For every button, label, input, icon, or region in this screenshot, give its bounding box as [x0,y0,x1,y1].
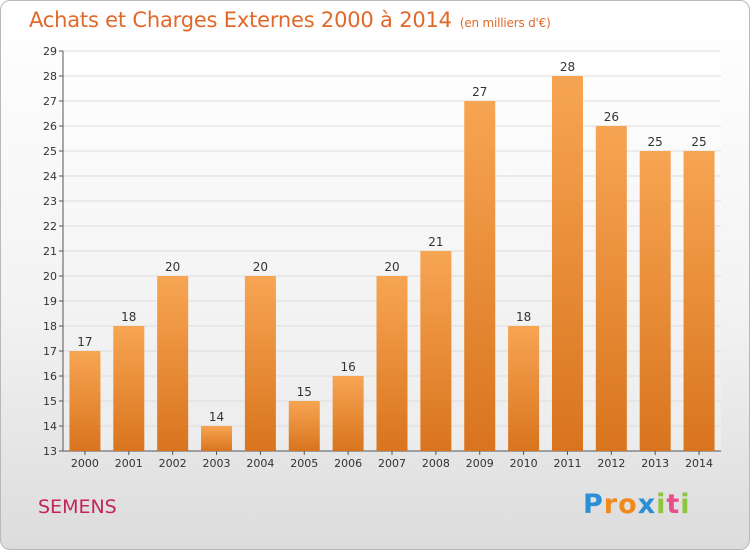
y-tick-label: 22 [43,220,57,233]
x-tick-label: 2012 [597,457,625,470]
data-label: 21 [428,235,443,249]
bar [244,276,276,451]
x-tick-label: 2006 [334,457,362,470]
bar [113,326,145,451]
logo-letter: r [603,489,619,520]
y-tick-label: 26 [43,120,57,133]
data-label: 25 [691,135,706,149]
y-tick-label: 20 [43,270,57,283]
data-label: 28 [560,60,575,74]
logo-letter: o [618,489,638,520]
y-tick-label: 15 [43,395,57,408]
bar [288,401,320,451]
x-tick-label: 2003 [203,457,231,470]
chart-title: Achats et Charges Externes 2000 à 2014 (e… [29,8,551,32]
bar [551,76,583,451]
bar [332,376,364,451]
y-tick-label: 19 [43,295,57,308]
data-label: 20 [253,260,268,274]
data-label: 20 [165,260,180,274]
x-tick-label: 2009 [466,457,494,470]
bar [69,351,101,451]
data-label: 16 [340,360,355,374]
chart-title-text: Achats et Charges Externes 2000 à 2014 [29,8,452,32]
x-tick-label: 2004 [246,457,274,470]
bar [201,426,233,451]
x-tick-label: 2007 [378,457,406,470]
logo-letter: i [656,489,667,520]
y-tick-label: 28 [43,70,57,83]
place-name: SEMENS [38,496,117,518]
data-label: 15 [297,385,312,399]
x-tick-label: 2011 [553,457,581,470]
logo-letter: P [583,489,604,520]
y-tick-label: 18 [43,320,57,333]
y-tick-label: 13 [43,445,57,458]
y-tick-label: 27 [43,95,57,108]
y-tick-label: 23 [43,195,57,208]
data-label: 18 [516,310,531,324]
data-label: 27 [472,85,487,99]
y-tick-label: 14 [43,420,57,433]
data-label: 18 [121,310,136,324]
bar [683,151,715,451]
y-tick-label: 16 [43,370,57,383]
y-tick-label: 29 [43,45,57,58]
x-tick-label: 2008 [422,457,450,470]
proxiti-logo: Proxiti [583,489,691,520]
x-tick-label: 2005 [290,457,318,470]
x-tick-label: 2010 [510,457,538,470]
bar [420,251,452,451]
x-tick-label: 2014 [685,457,713,470]
data-label: 26 [604,110,619,124]
x-tick-label: 2013 [641,457,669,470]
bar [508,326,540,451]
bar [639,151,671,451]
data-label: 20 [384,260,399,274]
data-label: 14 [209,410,224,424]
bar [595,126,627,451]
data-label: 17 [77,335,92,349]
x-tick-label: 2000 [71,457,99,470]
x-tick-label: 2001 [115,457,143,470]
x-tick-label: 2002 [159,457,187,470]
bar [157,276,189,451]
y-tick-label: 24 [43,170,57,183]
y-tick-label: 17 [43,345,57,358]
y-tick-label: 25 [43,145,57,158]
chart-subtitle: (en milliers d'€) [459,16,551,30]
y-tick-label: 21 [43,245,57,258]
logo-letter: t [666,489,681,520]
bar [376,276,408,451]
bar [464,101,496,451]
logo-letter: i [680,489,691,520]
logo-letter: x [637,489,657,520]
data-label: 25 [648,135,663,149]
